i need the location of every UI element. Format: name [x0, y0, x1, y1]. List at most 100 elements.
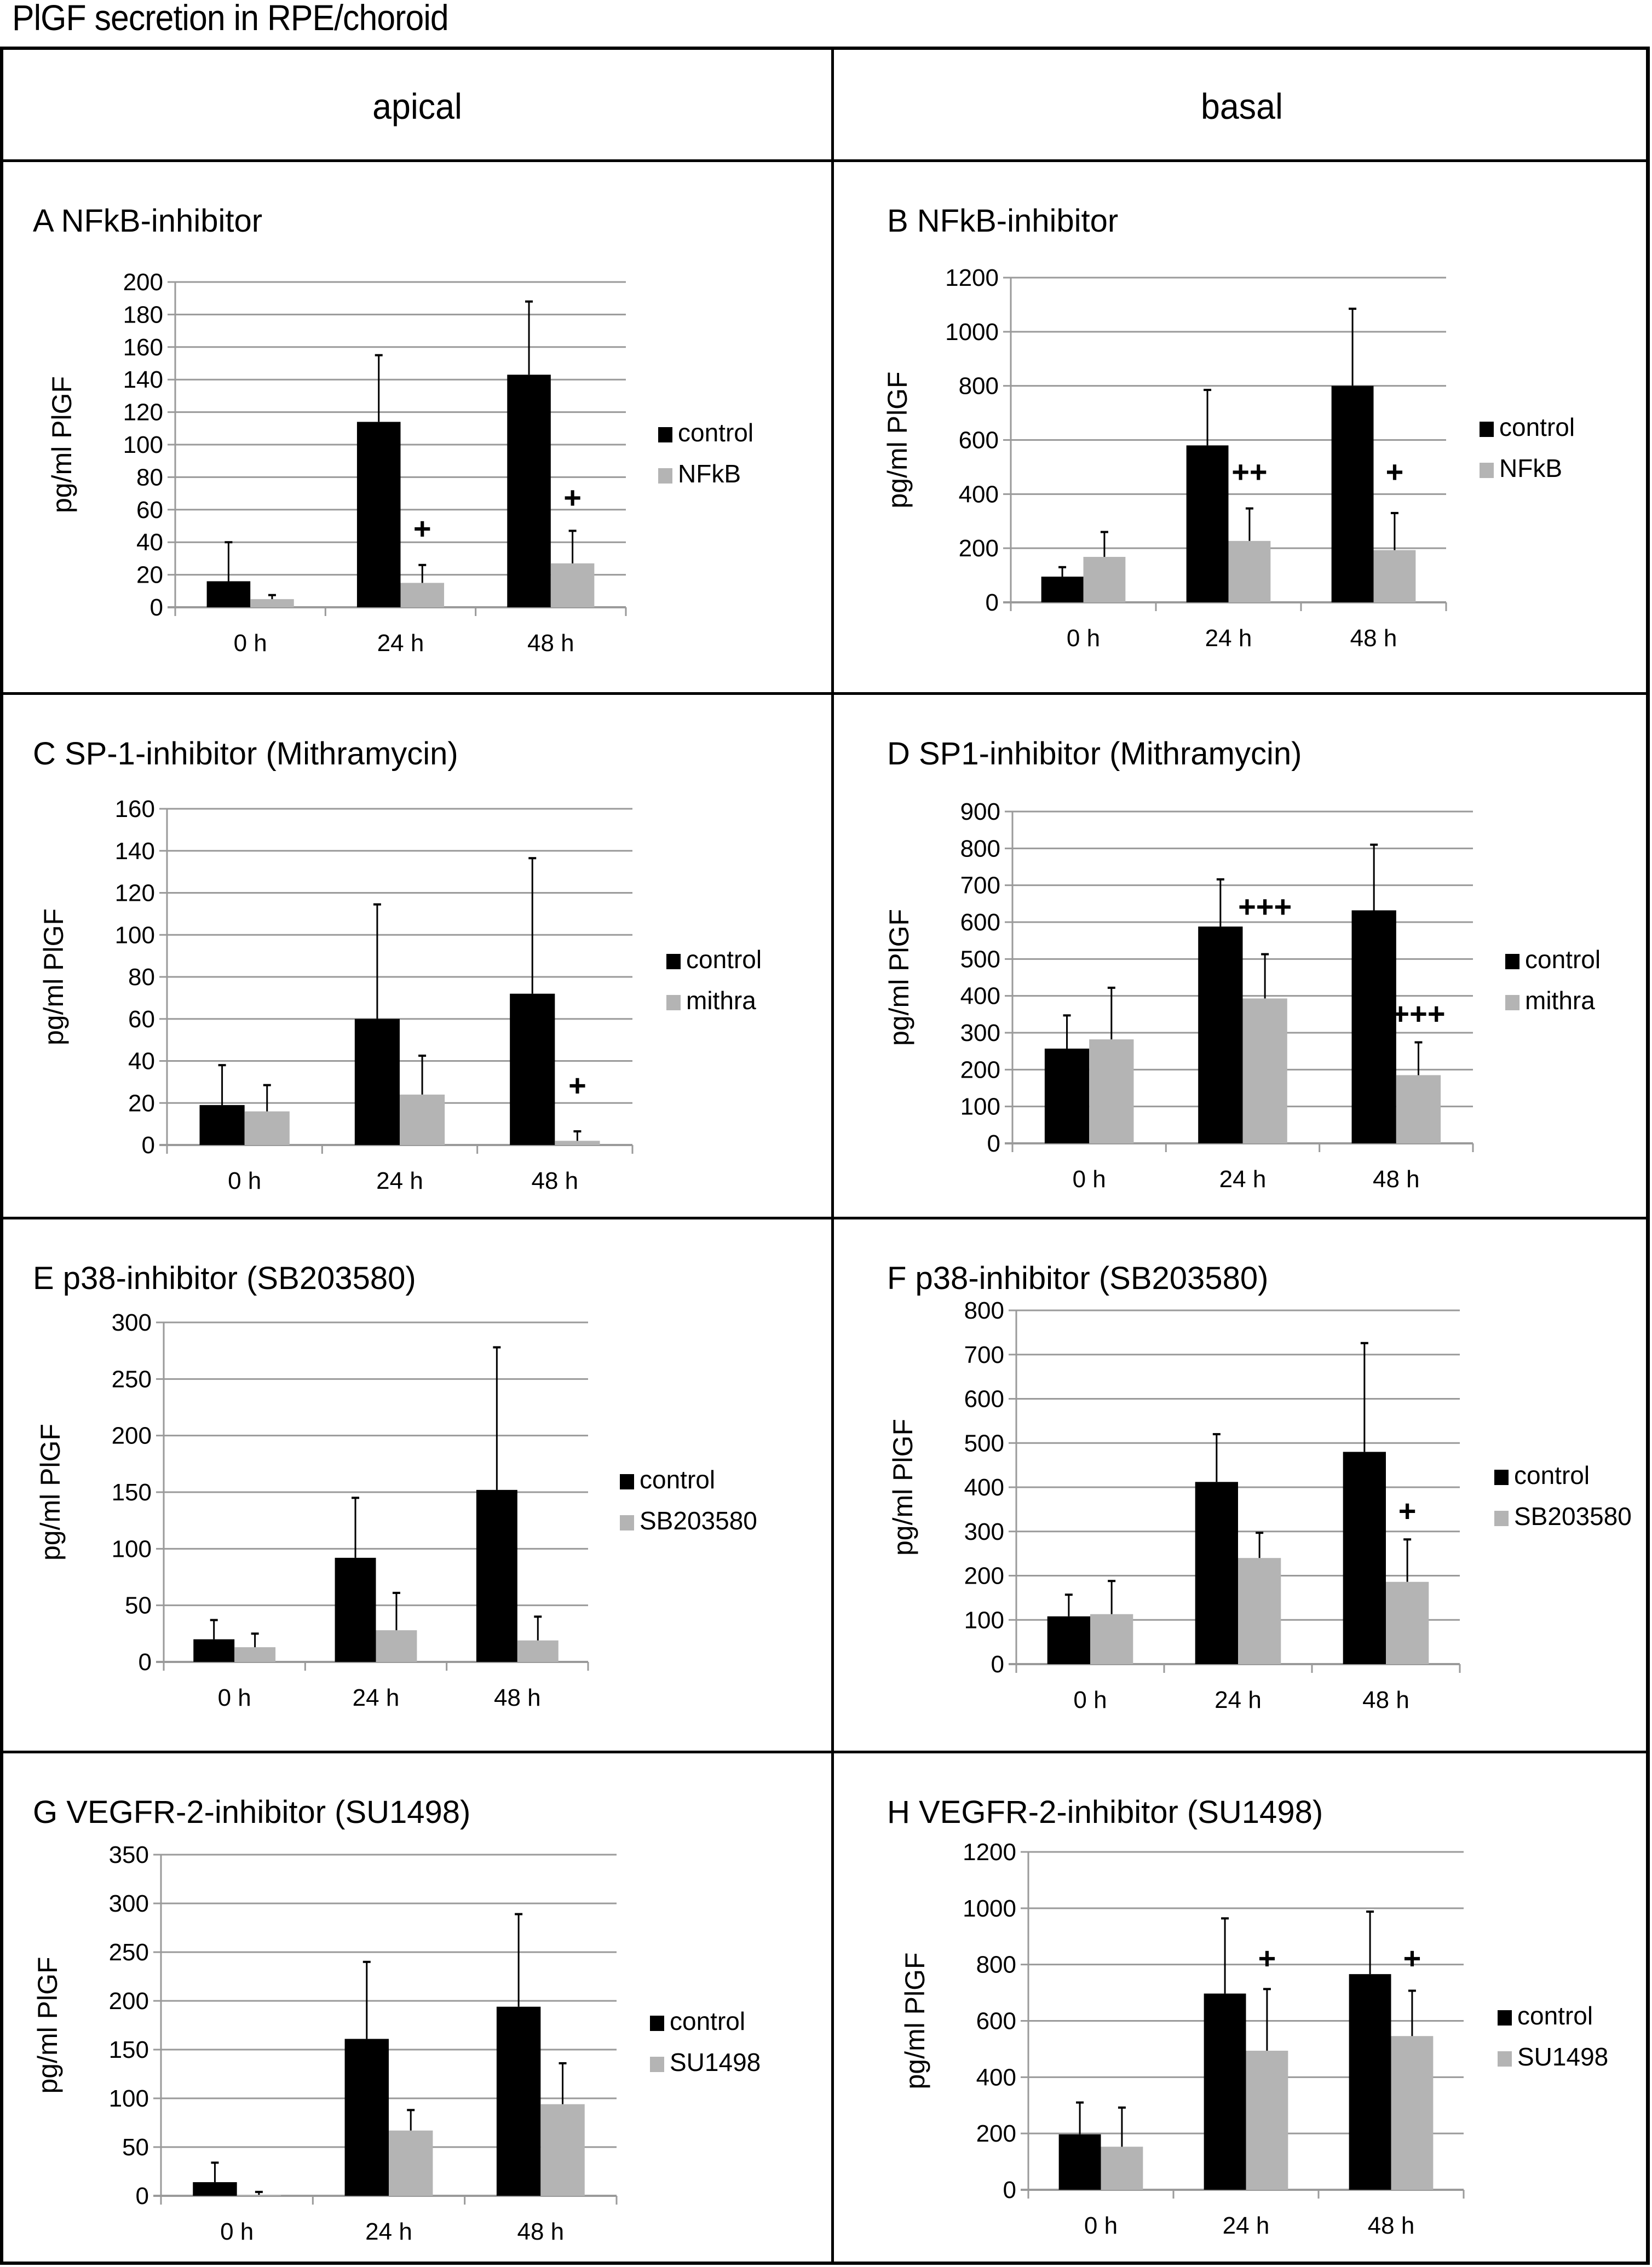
bar-control-0h — [1058, 2134, 1101, 2190]
y-tick-label: 50 — [125, 1592, 152, 1619]
x-tick-label: 48 h — [517, 2218, 565, 2245]
legend-swatch-nfkb — [658, 468, 672, 484]
legend-swatch-control — [658, 427, 672, 442]
chart-panel-f: F p38-inhibitor (SB203580) 0 100 200 300 400 5… — [831, 1217, 1650, 1751]
x-tick-label: 48 h — [1373, 1166, 1420, 1193]
significance-marker: + — [1398, 1493, 1417, 1528]
bar-control-24h — [344, 2039, 389, 2196]
y-tick-label: 0 — [991, 1651, 1004, 1678]
x-tick-label: 0 h — [228, 1167, 261, 1194]
y-tick-label: 0 — [986, 589, 999, 616]
bar-control-48h — [507, 375, 551, 607]
y-tick-label: 100 — [960, 1094, 1000, 1120]
bar-nfkb-48h — [1373, 550, 1416, 602]
y-axis-label: pg/ml PlGF — [888, 1419, 918, 1556]
y-tick-label: 40 — [128, 1048, 155, 1075]
bar-control-0h — [193, 1639, 235, 1662]
y-tick-label: 1000 — [945, 319, 999, 346]
significance-marker: +++ — [1238, 889, 1292, 924]
chart-panel-c: C SP-1-inhibitor (Mithramycin) 0 20 40 60 80 1… — [1, 692, 828, 1217]
y-tick-label: 200 — [964, 1563, 1004, 1590]
legend-label: mithra — [686, 986, 756, 1015]
legend-label: SB203580 — [1514, 1502, 1632, 1530]
bar-su1498-0h — [1101, 2147, 1143, 2190]
legend-swatch-control — [666, 954, 681, 969]
significance-marker: + — [1386, 454, 1404, 489]
legend-swatch-nfkb — [1480, 463, 1494, 478]
y-tick-label: 600 — [964, 1386, 1004, 1413]
row-divider-2 — [3, 1217, 1646, 1219]
figure-title: PlGF secretion in RPE/choroid — [12, 0, 449, 38]
significance-marker: + — [568, 1068, 586, 1103]
bar-sb203580-48h — [1386, 1581, 1429, 1664]
bar-nfkb-24h — [400, 583, 445, 607]
x-tick-label: 48 h — [494, 1684, 541, 1711]
bar-sb203580-0h — [234, 1647, 276, 1662]
row-divider-1 — [3, 692, 1646, 695]
bar-mithra-24h — [400, 1094, 445, 1145]
significance-marker: + — [563, 480, 582, 515]
y-tick-label: 60 — [128, 1006, 155, 1033]
bar-mithra-0h — [244, 1111, 290, 1145]
bar-control-24h — [1198, 927, 1243, 1143]
y-tick-label: 400 — [960, 983, 1000, 1010]
chart-panel-h: H VEGFR-2-inhibitor (SU1498) 0 200 400 600 80… — [831, 1751, 1650, 2266]
legend-label: control — [1499, 413, 1575, 441]
y-tick-label: 100 — [964, 1607, 1004, 1633]
y-tick-label: 300 — [109, 1890, 149, 1917]
chart-panel-e: E p38-inhibitor (SB203580) 0 50 100 150 200 25… — [1, 1217, 828, 1751]
y-tick-label: 0 — [987, 1130, 1000, 1157]
legend-label: NFkB — [678, 459, 741, 488]
bar-chart-svg: B NFkB-inhibitor 0 200 400 600 800 1000 1200 0 h… — [882, 203, 1575, 652]
chart-panel-b: B NFkB-inhibitor 0 200 400 600 800 1000 1200 0 h… — [831, 159, 1650, 692]
y-tick-label: 300 — [112, 1309, 152, 1336]
y-tick-label: 700 — [964, 1342, 1004, 1368]
y-axis-label: pg/ml PlGF — [882, 371, 913, 508]
y-tick-label: 180 — [123, 301, 163, 328]
x-tick-label: 48 h — [1350, 625, 1397, 652]
y-tick-label: 200 — [123, 269, 163, 296]
y-tick-label: 200 — [109, 1988, 149, 2015]
bar-su1498-24h — [389, 2130, 433, 2196]
bar-control-24h — [356, 422, 401, 607]
bar-chart-svg: C SP-1-inhibitor (Mithramycin) 0 20 40 60 80 1… — [33, 736, 762, 1194]
bar-nfkb-24h — [1228, 540, 1271, 602]
significance-marker: + — [413, 511, 431, 545]
legend-swatch-sb203580 — [1494, 1511, 1509, 1526]
bar-nfkb-0h — [1083, 556, 1126, 602]
bar-sb203580-24h — [1238, 1558, 1281, 1664]
panel-title: A NFkB-inhibitor — [33, 203, 262, 239]
column-header-basal: basal — [1201, 86, 1283, 126]
bar-control-48h — [1351, 910, 1396, 1143]
y-tick-label: 140 — [115, 838, 155, 865]
bar-chart-svg: E p38-inhibitor (SB203580) 0 50 100 150 200 25… — [33, 1261, 757, 1711]
x-tick-label: 48 h — [1362, 1687, 1409, 1713]
legend-swatch-su1498 — [1498, 2051, 1512, 2067]
legend-label: control — [1517, 2001, 1593, 2030]
bar-control-0h — [199, 1105, 245, 1145]
column-header-apical: apical — [372, 86, 462, 126]
y-tick-label: 40 — [136, 529, 163, 556]
panel-title: H VEGFR-2-inhibitor (SU1498) — [887, 1794, 1323, 1830]
panel-title: D SP1-inhibitor (Mithramycin) — [887, 736, 1302, 772]
row-divider-header — [3, 159, 1646, 162]
legend-swatch-mithra — [666, 995, 681, 1010]
y-tick-label: 400 — [976, 2064, 1016, 2091]
y-tick-label: 100 — [115, 922, 155, 948]
legend-swatch-control — [620, 1474, 634, 1489]
x-tick-label: 0 h — [218, 1684, 251, 1711]
y-tick-label: 200 — [976, 2120, 1016, 2147]
x-tick-label: 24 h — [377, 630, 424, 657]
bar-control-48h — [510, 993, 555, 1145]
y-tick-label: 200 — [959, 535, 999, 562]
bar-chart-svg: H VEGFR-2-inhibitor (SU1498) 0 200 400 600 80… — [887, 1794, 1608, 2239]
y-tick-label: 50 — [122, 2134, 149, 2161]
bar-control-48h — [1331, 385, 1374, 602]
bar-chart-svg: A NFkB-inhibitor 0 20 40 60 80 100 120 140 160 180… — [33, 203, 753, 657]
legend-swatch-control — [1480, 422, 1494, 437]
y-tick-label: 0 — [1003, 2177, 1016, 2203]
y-tick-label: 140 — [123, 366, 163, 393]
bar-control-0h — [193, 2182, 237, 2196]
x-tick-label: 24 h — [376, 1167, 423, 1194]
y-tick-label: 1200 — [945, 264, 999, 291]
